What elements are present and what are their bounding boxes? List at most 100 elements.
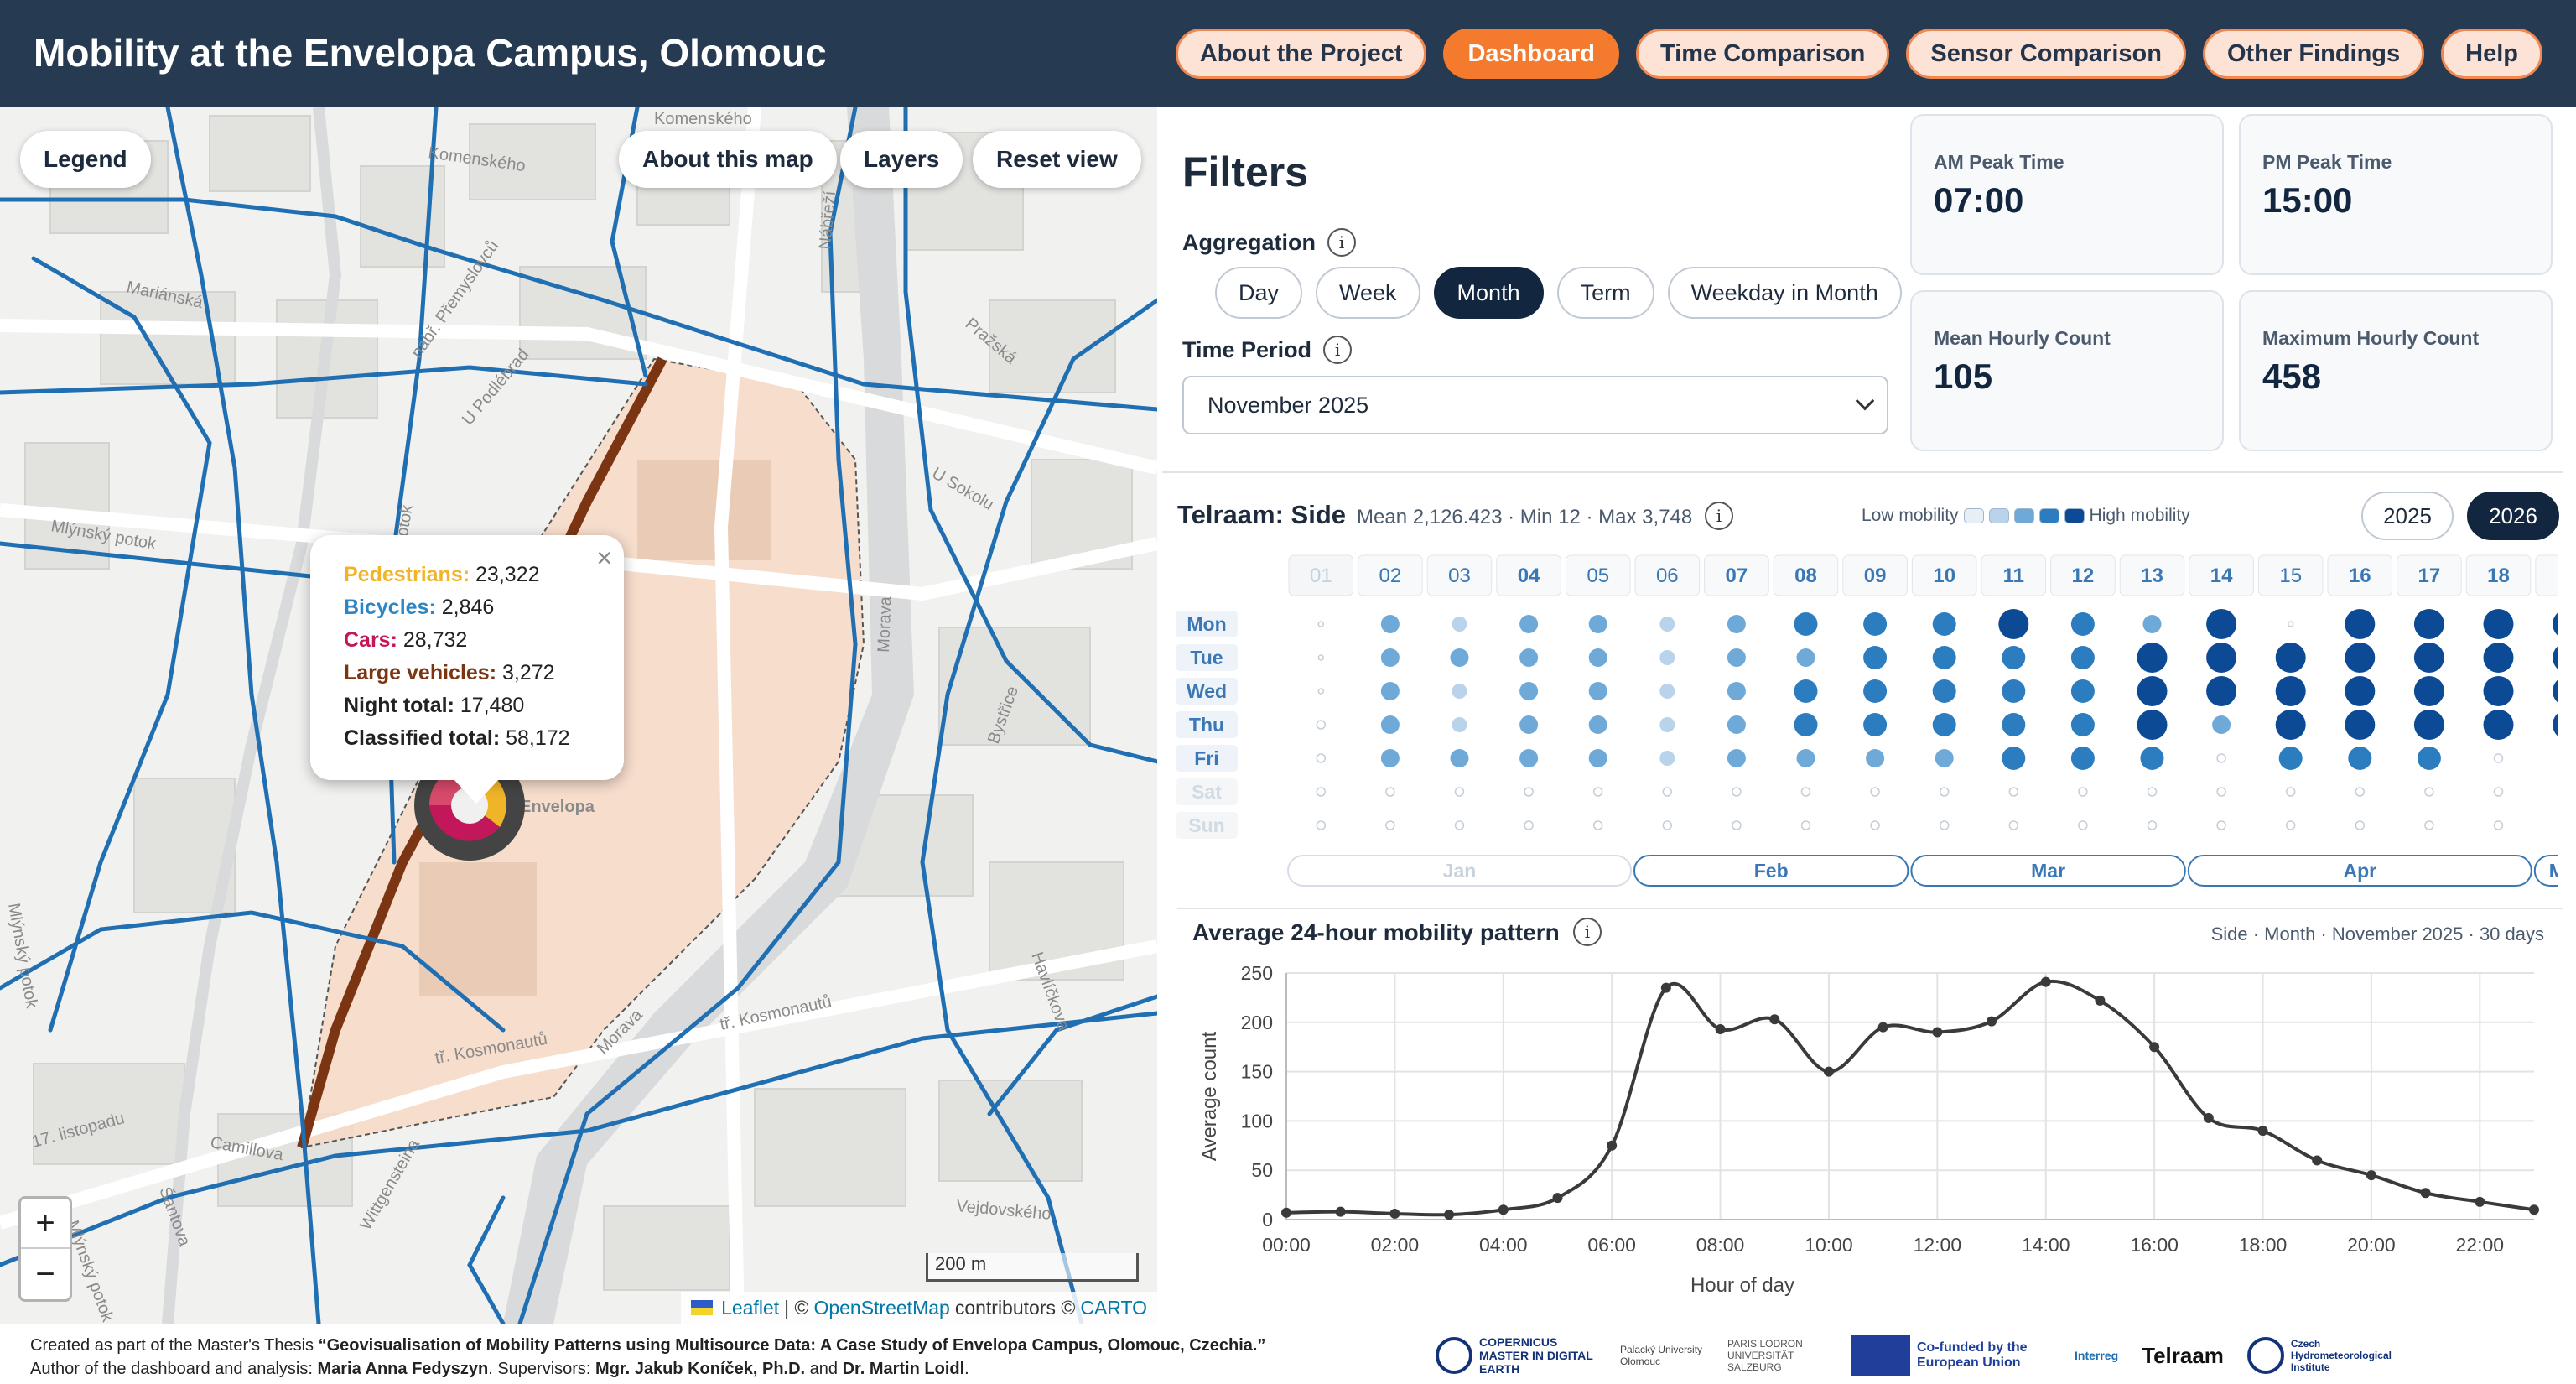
heatmap-cell[interactable]	[2553, 710, 2558, 740]
reset-view-button[interactable]: Reset view	[973, 131, 1141, 188]
week-cell[interactable]	[1911, 554, 1977, 596]
heatmap-cell[interactable]	[2424, 820, 2434, 830]
month-label[interactable]: Jan	[1443, 860, 1477, 882]
heatmap-cell[interactable]	[1316, 720, 1327, 730]
week-label[interactable]: 04	[1518, 565, 1540, 587]
heatmap-cell[interactable]	[1939, 820, 1950, 830]
heatmap-cell[interactable]	[1524, 787, 1534, 797]
heatmap-cell[interactable]	[1998, 609, 2029, 639]
heatmap-cell[interactable]	[2206, 609, 2237, 639]
heatmap-cell[interactable]	[2078, 787, 2088, 797]
data-point[interactable]	[1987, 1016, 1997, 1027]
data-point[interactable]	[1389, 1208, 1400, 1219]
week-cell[interactable]	[1981, 554, 2047, 596]
data-point[interactable]	[1552, 1193, 1563, 1204]
heatmap-cell[interactable]	[1794, 679, 1818, 703]
info-icon[interactable]: i	[1327, 228, 1356, 257]
agg-month-button[interactable]: Month	[1433, 267, 1544, 319]
data-point[interactable]	[1769, 1014, 1780, 1025]
week-label[interactable]: 15	[2279, 565, 2302, 587]
heatmap-cell[interactable]	[2070, 612, 2095, 636]
heatmap-cell[interactable]	[1380, 615, 1400, 633]
week-label[interactable]: 12	[2072, 565, 2095, 587]
data-point[interactable]	[1607, 1140, 1618, 1151]
data-point[interactable]	[2529, 1204, 2539, 1215]
heatmap-cell[interactable]	[1524, 820, 1534, 830]
leaflet-link[interactable]: Leaflet	[721, 1296, 780, 1319]
data-point[interactable]	[1932, 1027, 1943, 1038]
info-icon[interactable]: i	[1323, 336, 1353, 364]
week-label[interactable]: 16	[2349, 565, 2371, 587]
heatmap-cell[interactable]	[1380, 682, 1400, 700]
heatmap-cell[interactable]	[1519, 615, 1539, 633]
week-label[interactable]: 09	[1864, 565, 1887, 587]
heatmap-cell[interactable]	[1592, 820, 1603, 830]
heatmap-cell[interactable]	[2275, 643, 2306, 673]
heatmap-cell[interactable]	[1588, 749, 1607, 767]
heatmap-cell[interactable]	[2285, 787, 2296, 797]
heatmap-cell[interactable]	[1454, 787, 1465, 797]
data-point[interactable]	[1335, 1206, 1346, 1217]
week-cell[interactable]	[2257, 554, 2324, 596]
heatmap-cell[interactable]	[1450, 648, 1469, 667]
heatmap-cell[interactable]	[1316, 787, 1327, 797]
week-cell[interactable]	[1773, 554, 1839, 596]
heatmap-cell[interactable]	[2078, 820, 2088, 830]
month-pill[interactable]	[1287, 855, 1632, 887]
heatmap-cell[interactable]	[1870, 787, 1880, 797]
data-point[interactable]	[2203, 1112, 2214, 1123]
heatmap-cell[interactable]	[2137, 676, 2168, 706]
heatmap-cell[interactable]	[2493, 787, 2504, 797]
heatmap-cell[interactable]	[1794, 713, 1818, 736]
heatmap-cell[interactable]	[1519, 682, 1539, 700]
heatmap-cell[interactable]	[2137, 710, 2168, 740]
heatmap-cell[interactable]	[2285, 820, 2296, 830]
week-cell[interactable]	[2050, 554, 2116, 596]
time-period-select[interactable]: November 2025	[1182, 376, 1888, 434]
agg-weekday-in-month-button[interactable]: Weekday in Month	[1667, 267, 1902, 319]
heatmap-cell[interactable]	[1659, 617, 1675, 632]
heatmap-cell[interactable]	[1317, 688, 1325, 695]
week-cell[interactable]	[2465, 554, 2532, 596]
data-point[interactable]	[2257, 1126, 2268, 1137]
week-label[interactable]: 06	[1656, 565, 1679, 587]
week-cell[interactable]	[1704, 554, 1769, 596]
heatmap-cell[interactable]	[2355, 820, 2366, 830]
data-point[interactable]	[2475, 1196, 2485, 1207]
heatmap-cell[interactable]	[1452, 617, 1467, 632]
heatmap-cell[interactable]	[2483, 643, 2514, 673]
heatmap-cell[interactable]	[2140, 747, 2164, 770]
agg-week-button[interactable]: Week	[1316, 267, 1420, 319]
heatmap-cell[interactable]	[1727, 682, 1746, 700]
heatmap-cell[interactable]	[1317, 621, 1325, 627]
nav-time-comparison[interactable]: Time Comparison	[1635, 29, 1890, 79]
osm-link[interactable]: OpenStreetMap	[813, 1296, 950, 1319]
data-point[interactable]	[2420, 1188, 2431, 1199]
heatmap-cell[interactable]	[2070, 713, 2095, 736]
heatmap-cell[interactable]	[2348, 747, 2372, 770]
heatmap-cell[interactable]	[2483, 609, 2514, 639]
week-label[interactable]: 01	[1310, 565, 1332, 587]
heatmap-cell[interactable]	[2345, 710, 2376, 740]
heatmap-cell[interactable]	[1800, 787, 1811, 797]
week-label[interactable]: 05	[1587, 565, 1609, 587]
heatmap-cell[interactable]	[1454, 820, 1465, 830]
month-pill[interactable]	[1633, 855, 1909, 887]
heatmap-cell[interactable]	[1870, 820, 1880, 830]
week-label[interactable]: 03	[1448, 565, 1471, 587]
month-label[interactable]: Mar	[2031, 860, 2065, 882]
year-2025-button[interactable]: 2025	[2361, 492, 2454, 540]
heatmap-cell[interactable]	[2553, 609, 2558, 639]
heatmap-cell[interactable]	[2417, 747, 2441, 770]
heatmap-cell[interactable]	[2275, 676, 2306, 706]
heatmap-cell[interactable]	[2147, 820, 2158, 830]
heatmap-cell[interactable]	[1796, 648, 1815, 667]
heatmap-cell[interactable]	[1727, 615, 1746, 633]
heatmap-cell[interactable]	[1519, 715, 1539, 734]
heatmap-cell[interactable]	[2483, 676, 2514, 706]
zoom-out-button[interactable]: −	[35, 1255, 55, 1293]
week-cell[interactable]	[1634, 554, 1701, 596]
heatmap-cell[interactable]	[2206, 676, 2237, 706]
heatmap-cell[interactable]	[1316, 820, 1327, 830]
heatmap-cell[interactable]	[1452, 717, 1467, 732]
